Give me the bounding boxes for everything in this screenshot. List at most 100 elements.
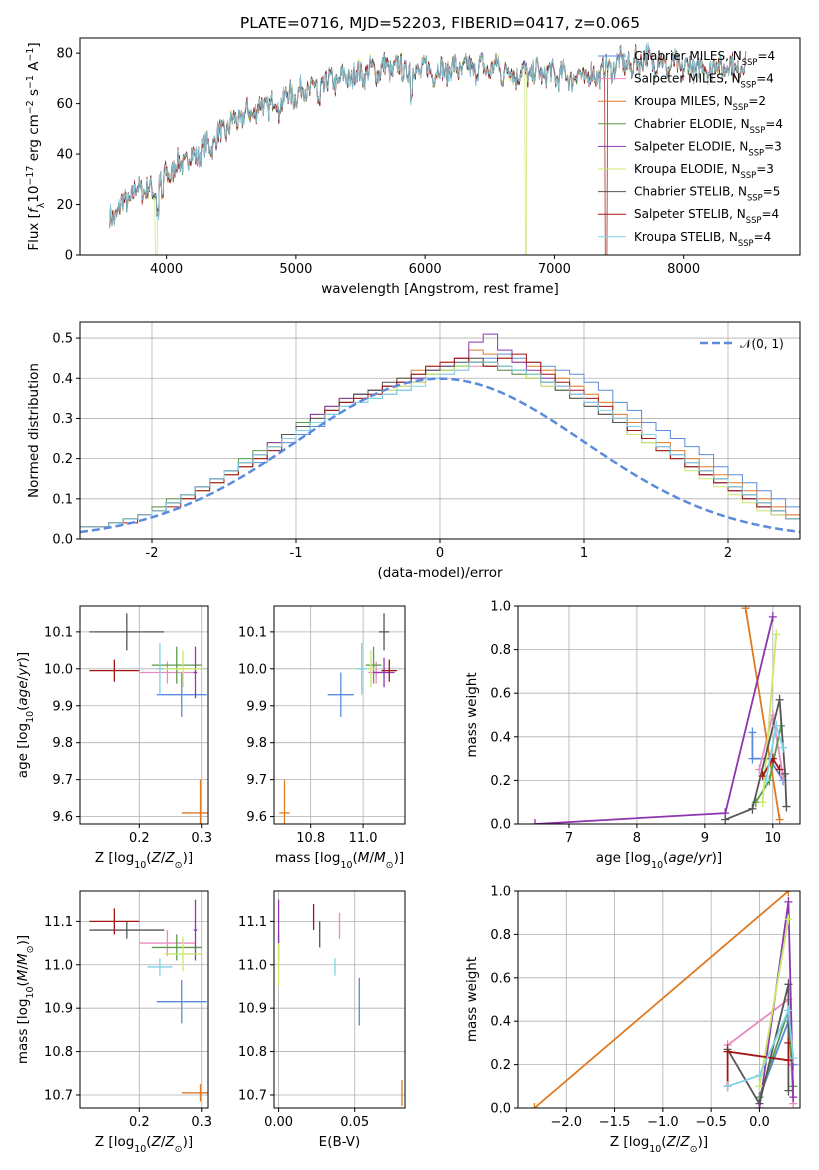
weight-marker xyxy=(781,768,790,779)
weight-marker xyxy=(789,1053,798,1064)
y-tick-label: 0.4 xyxy=(490,730,511,745)
y-tick-label: 11.0 xyxy=(238,958,267,973)
weight-marker xyxy=(779,742,788,753)
errorbar-point-chabrier-elodie xyxy=(365,646,382,684)
plot-area xyxy=(279,613,398,824)
y-tick-label: 9.8 xyxy=(52,736,73,751)
legend-entry: Salpeter MILES, NSSP=4 xyxy=(634,72,774,90)
weight-marker xyxy=(772,720,781,731)
weight-marker xyxy=(784,1085,793,1096)
y-tick-label: 10.8 xyxy=(44,1045,73,1060)
weight-marker xyxy=(768,611,777,622)
axes-frame xyxy=(79,37,801,256)
weight-marker xyxy=(755,1098,764,1108)
x-tick-label: 8000 xyxy=(667,262,700,277)
weight-marker xyxy=(758,771,767,782)
y-tick-label: 0 xyxy=(65,249,73,264)
weight-marker xyxy=(758,797,767,808)
y-tick-label: 10.7 xyxy=(44,1088,73,1103)
x-tick-label: 0.00 xyxy=(264,1115,293,1130)
legend-entry: Kroupa MILES, NSSP=2 xyxy=(634,94,766,112)
histogram-chabrier-stelib xyxy=(80,357,800,539)
y-tick-label: 0.0 xyxy=(490,1102,511,1117)
plot-area xyxy=(89,899,208,1102)
errorbar-point-salpeter-stelib xyxy=(89,908,140,935)
y-tick-label: 0.5 xyxy=(52,332,73,347)
y-tick-label: 9.9 xyxy=(52,699,73,714)
weight-marker xyxy=(782,801,791,812)
weight-line-kroupa-miles xyxy=(533,891,789,1108)
y-tick-label: 0.6 xyxy=(490,687,511,702)
weight-marker xyxy=(530,1103,539,1108)
panel-age-vs-mass: 10.8 11.0 9.6 9.7 9.8 9.9 10.0 10.1 mass [log10(… xyxy=(238,605,406,871)
x-axis-label: mass [log10(M/M⊙)] xyxy=(275,850,404,871)
legend-entry: Chabrier STELIB, NSSP=5 xyxy=(634,185,780,203)
errorbar-point-salpeter-elodie xyxy=(373,657,395,688)
x-tick-label: 10.8 xyxy=(296,831,325,846)
y-tick-label: 0.2 xyxy=(490,774,511,789)
spectrum-line-kroupa-stelib xyxy=(109,42,747,228)
errorbar-point-salpeter-elodie xyxy=(193,646,198,699)
y-tick-label: 9.7 xyxy=(52,773,73,788)
plot-area xyxy=(109,42,747,255)
legend-entry: Chabrier MILES, NSSP=4 xyxy=(634,49,775,67)
y-axis-label: age [log10(age/yr)] xyxy=(15,652,36,778)
y-tick-label: 1.0 xyxy=(490,600,511,615)
x-tick-label: -2 xyxy=(146,546,159,561)
y-tick-label: 0.3 xyxy=(52,412,73,427)
x-tick-label: 9 xyxy=(701,831,709,846)
y-tick-label: 0.4 xyxy=(52,372,73,387)
errorbar-point-kroupa-elodie xyxy=(365,650,377,688)
plot-area xyxy=(80,333,800,539)
plot-area xyxy=(277,899,403,1106)
panel-weight-vs-z: −2.0 −1.5 −1.0 −0.5 0.0 0.0 0.2 0.4 0.6 0.8 1.0 Z [… xyxy=(464,885,801,1155)
y-tick-label: 9.8 xyxy=(246,736,267,751)
y-tick-label: 10.0 xyxy=(238,662,267,677)
y-tick-label: 9.6 xyxy=(52,810,73,825)
plot-area xyxy=(530,606,791,824)
histogram-salpeter-stelib xyxy=(80,353,800,539)
errorbar-point-kroupa-miles xyxy=(279,779,290,824)
errorbar-point-kroupa-miles xyxy=(181,1084,208,1102)
x-tick-label: 0.3 xyxy=(191,831,212,846)
x-tick-label: −1.5 xyxy=(599,1115,631,1130)
y-axis-label: Normed distribution xyxy=(26,363,42,498)
y-tick-label: 0.0 xyxy=(490,818,511,833)
weight-marker xyxy=(723,1046,732,1057)
weight-marker xyxy=(784,891,793,896)
errorbar-point-salpeter-miles xyxy=(139,930,196,957)
y-tick-label: 11.1 xyxy=(44,915,73,930)
normal-reference-curve xyxy=(80,377,800,534)
y-tick-label: 20 xyxy=(56,198,73,213)
histogram-salpeter-miles xyxy=(80,365,800,539)
errorbar-point-kroupa-elodie xyxy=(164,936,202,972)
figure-title: PLATE=0716, MJD=52203, FIBERID=0417, z=0… xyxy=(240,14,640,32)
y-tick-label: 0.0 xyxy=(52,533,73,548)
x-tick-label: 0.05 xyxy=(340,1115,369,1130)
x-axis-label: (data-model)/error xyxy=(377,565,503,581)
panel-spectrum: 4000 5000 6000 7000 8000 0 20 40 60 80 wavelength … xyxy=(25,37,801,297)
weight-marker xyxy=(762,775,771,786)
y-tick-label: 40 xyxy=(56,148,73,163)
weight-marker xyxy=(784,896,793,907)
weight-marker xyxy=(789,1092,798,1103)
panel-mass-vs-z: 0.2 0.3 10.7 10.8 10.9 11.0 11.1 Z [log10(Z/Z⊙)… xyxy=(15,890,212,1155)
y-tick-label: 0.8 xyxy=(490,643,511,658)
legend-entry: Kroupa STELIB, NSSP=4 xyxy=(634,230,771,248)
x-tick-label: 0 xyxy=(436,546,444,561)
axes-frame xyxy=(273,890,406,1109)
y-tick-label: 11.0 xyxy=(44,958,73,973)
weight-line-kroupa-elodie xyxy=(761,634,778,803)
histogram-kroupa-stelib xyxy=(80,361,800,539)
weight-marker xyxy=(741,606,750,614)
y-tick-label: 11.1 xyxy=(238,915,267,930)
legend-entry: Kroupa ELODIE, NSSP=3 xyxy=(634,162,774,180)
errorbar-point-kroupa-stelib xyxy=(356,642,368,695)
x-tick-label: −2.0 xyxy=(550,1115,582,1130)
y-tick-label: 10.8 xyxy=(238,1045,267,1060)
spectrum-legend: Chabrier MILES, NSSP=4 Salpeter MILES, NS… xyxy=(598,49,783,248)
axes-frame xyxy=(79,605,209,825)
y-tick-label: 9.7 xyxy=(246,773,267,788)
legend-entry: 𝒩(0, 1) xyxy=(740,337,784,351)
